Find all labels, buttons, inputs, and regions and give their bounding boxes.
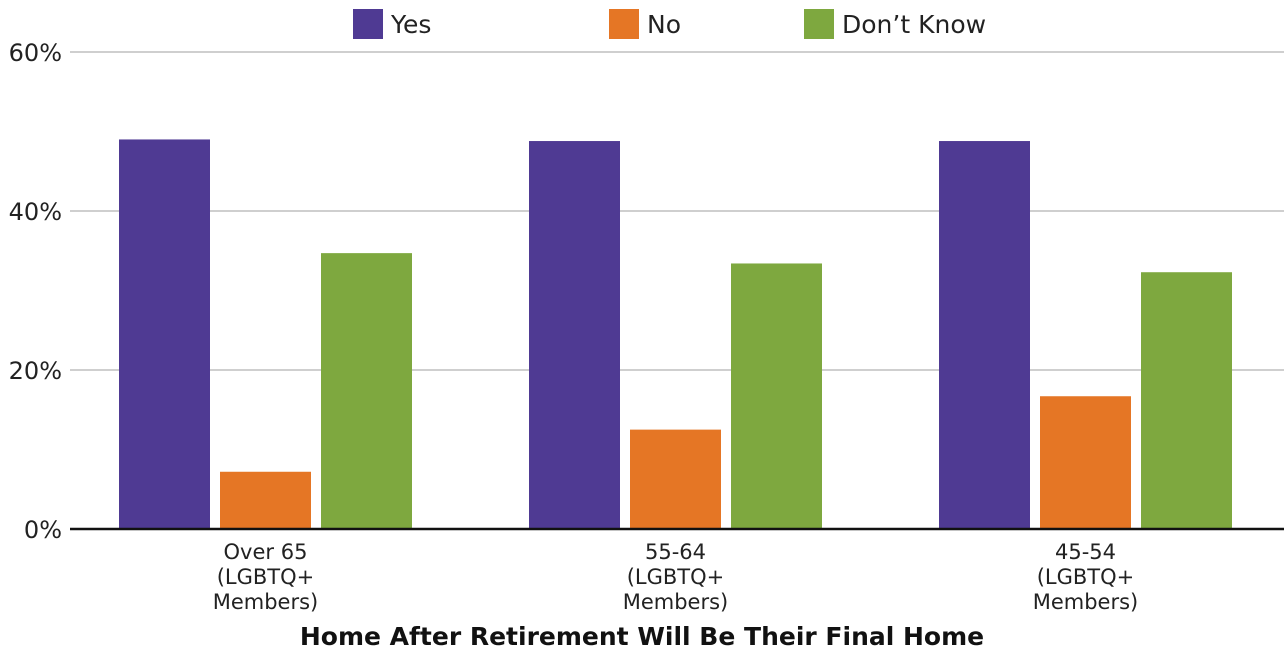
legend-label-no: No [647,10,681,39]
legend-item-no: No [609,8,681,40]
legend-label-yes: Yes [391,10,431,39]
bar [321,253,412,529]
legend-swatch-no [609,9,639,39]
bar [731,263,822,529]
y-tick-label: 0% [24,516,62,544]
legend-label-dont-know: Don’t Know [842,10,986,39]
y-tick-label: 60% [9,39,62,67]
y-tick-label: 20% [9,357,62,385]
legend-item-dont-know: Don’t Know [804,8,986,40]
bar [630,430,721,529]
y-tick-label: 40% [9,198,62,226]
bar [119,139,210,529]
bar [1141,272,1232,529]
bar [529,141,620,529]
bar [939,141,1030,529]
x-tick-label: Over 65 (LGBTQ+ Members) [213,540,319,614]
x-axis-title: Home After Retirement Will Be Their Fina… [0,622,1284,651]
legend-item-yes: Yes [353,8,431,40]
bar [220,472,311,529]
bar [1040,396,1131,529]
legend-swatch-dont-know [804,9,834,39]
x-tick-label: 55-64 (LGBTQ+ Members) [623,540,729,614]
x-tick-label: 45-54 (LGBTQ+ Members) [1033,540,1139,614]
legend-swatch-yes [353,9,383,39]
